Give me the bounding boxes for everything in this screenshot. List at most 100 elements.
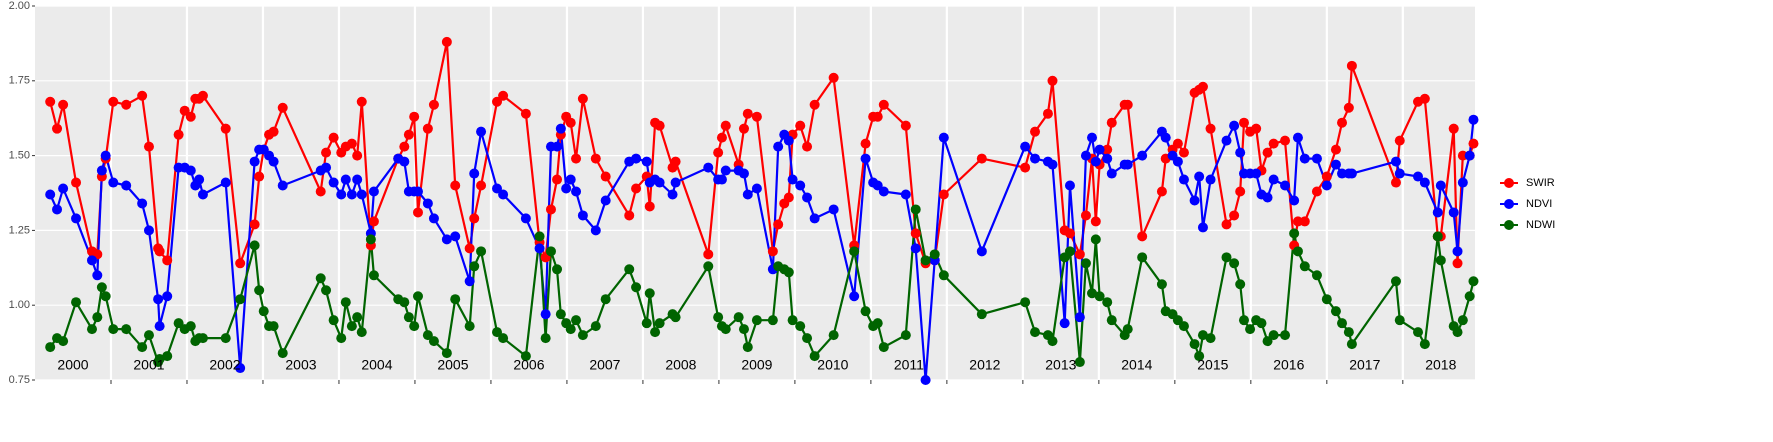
data-point (1059, 318, 1070, 329)
data-point (1468, 114, 1479, 125)
data-point (795, 120, 806, 131)
data-point (1102, 297, 1113, 308)
data-point (277, 102, 288, 113)
data-point (654, 177, 665, 188)
data-point (399, 141, 410, 152)
data-point (802, 141, 813, 152)
data-point (624, 210, 635, 221)
data-point (1419, 177, 1430, 188)
data-point (356, 327, 367, 338)
data-point (469, 168, 480, 179)
data-point (1194, 351, 1205, 362)
data-point (900, 189, 911, 200)
data-point (976, 153, 987, 164)
data-point (1292, 132, 1303, 143)
data-point (1178, 147, 1189, 158)
data-point (1268, 330, 1279, 341)
data-point (1047, 75, 1058, 86)
data-point (900, 120, 911, 131)
data-point (773, 141, 784, 152)
data-point (137, 90, 148, 101)
data-point (336, 333, 347, 344)
data-point (162, 351, 173, 362)
data-point (143, 330, 154, 341)
data-point (910, 243, 921, 254)
x-tick-label: 2003 (285, 357, 316, 373)
data-point (422, 123, 433, 134)
data-point (1452, 327, 1463, 338)
data-point (235, 258, 246, 269)
data-point (631, 183, 642, 194)
data-point (328, 315, 339, 326)
data-point (1178, 321, 1189, 332)
data-point (1432, 231, 1443, 242)
data-point (828, 72, 839, 83)
data-point (1221, 135, 1232, 146)
x-tick-label: 2013 (1045, 357, 1076, 373)
data-point (849, 291, 860, 302)
data-point (929, 249, 940, 260)
data-point (1292, 246, 1303, 257)
data-point (1074, 357, 1085, 368)
x-tick-label: 2018 (1425, 357, 1456, 373)
data-point (738, 168, 749, 179)
data-point (1197, 222, 1208, 233)
data-point (1330, 159, 1341, 170)
data-point (220, 177, 231, 188)
data-point (1205, 174, 1216, 185)
data-point (368, 216, 379, 227)
data-point (520, 213, 531, 224)
data-point (1102, 153, 1113, 164)
data-point (235, 294, 246, 305)
data-point (254, 285, 265, 296)
data-point (1137, 150, 1148, 161)
data-point (356, 189, 367, 200)
legend-key-point (1504, 199, 1514, 209)
data-point (121, 180, 132, 191)
data-point (340, 297, 351, 308)
x-tick-label: 2000 (57, 357, 88, 373)
data-point (1080, 258, 1091, 269)
x-tick-label: 2004 (361, 357, 392, 373)
data-point (773, 219, 784, 230)
data-point (520, 108, 531, 119)
data-point (403, 312, 414, 323)
data-point (441, 234, 452, 245)
data-point (96, 282, 107, 293)
data-point (670, 177, 681, 188)
data-point (1197, 81, 1208, 92)
data-point (476, 246, 487, 257)
data-point (1229, 210, 1240, 221)
data-point (742, 108, 753, 119)
data-point (1251, 123, 1262, 134)
data-point (368, 270, 379, 281)
data-point (1137, 252, 1148, 263)
data-point (1137, 231, 1148, 242)
data-point (45, 96, 56, 107)
data-point (1189, 339, 1200, 350)
data-point (1087, 288, 1098, 299)
data-point (600, 171, 611, 182)
data-point (920, 255, 931, 266)
data-point (1194, 171, 1205, 182)
data-point (220, 333, 231, 344)
data-point (399, 297, 410, 308)
data-point (469, 261, 480, 272)
data-point (173, 129, 184, 140)
data-point (268, 321, 279, 332)
data-point (1235, 279, 1246, 290)
data-point (277, 348, 288, 359)
data-point (1321, 171, 1332, 182)
data-point (1268, 138, 1279, 149)
data-point (751, 111, 762, 122)
x-tick-label: 2001 (133, 357, 164, 373)
data-point (1346, 339, 1357, 350)
data-point (641, 318, 652, 329)
data-point (45, 189, 56, 200)
data-point (197, 90, 208, 101)
data-point (1390, 276, 1401, 287)
data-point (1235, 147, 1246, 158)
data-point (787, 315, 798, 326)
data-point (1346, 168, 1357, 179)
data-point (340, 174, 351, 185)
